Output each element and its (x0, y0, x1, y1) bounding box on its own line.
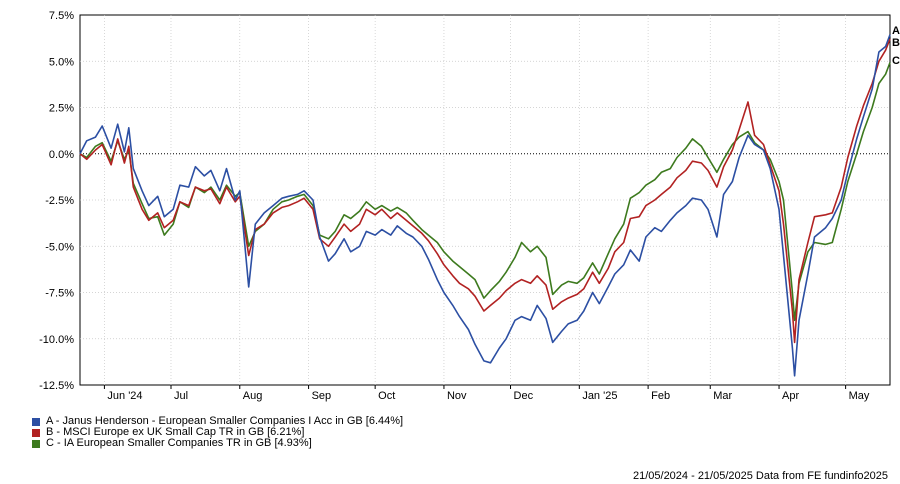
series-line-a (79, 34, 891, 377)
legend: A - Janus Henderson - European Smaller C… (32, 416, 403, 449)
y-tick-label: 5.0% (49, 56, 74, 68)
x-tick-label: Jul (174, 390, 188, 402)
legend-label-c: C - IA European Smaller Companies TR in … (46, 437, 312, 449)
series-lines (79, 34, 891, 377)
x-tick-label: Sep (312, 390, 332, 402)
y-tick-label: -2.5% (45, 195, 74, 207)
legend-label-b: B - MSCI Europe ex UK Small Cap TR in GB… (46, 426, 305, 438)
x-tick-label: Jan '25 (582, 390, 617, 402)
legend-swatch-a (32, 417, 40, 426)
y-tick-label: -7.5% (45, 288, 74, 300)
y-tick-label: -5.0% (45, 241, 74, 253)
legend-item-b: B - MSCI Europe ex UK Small Cap TR in GB… (32, 427, 403, 438)
series-line-b (79, 38, 891, 344)
grid (79, 14, 891, 386)
y-tick-label: -12.5% (39, 380, 74, 392)
legend-item-c: C - IA European Smaller Companies TR in … (32, 438, 403, 449)
x-tick-label: Apr (782, 390, 799, 402)
end-label-b: B (892, 37, 900, 49)
x-tick-label: Oct (378, 390, 395, 402)
x-tick-label: Dec (514, 390, 534, 402)
legend-label-a: A - Janus Henderson - European Smaller C… (46, 415, 404, 427)
y-tick-label: 7.5% (49, 10, 74, 22)
series-line-c (79, 62, 891, 322)
legend-swatch-c (32, 439, 40, 448)
end-label-a: A (892, 25, 900, 37)
series-end-labels: ABC (892, 25, 900, 67)
x-tick-label: Jun '24 (107, 390, 142, 402)
x-tick-label: Nov (447, 390, 467, 402)
legend-item-a: A - Janus Henderson - European Smaller C… (32, 416, 403, 427)
x-tick-label: Mar (713, 390, 732, 402)
x-tick-label: Aug (243, 390, 263, 402)
y-axis: 7.5% 5.0% 2.5% 0.0% -2.5% -5.0% -7.5% -10.0% -12… (39, 10, 74, 392)
y-tick-label: -10.0% (39, 334, 74, 346)
x-tick-label: Feb (651, 390, 670, 402)
end-label-c: C (892, 55, 900, 67)
y-tick-label: 2.5% (49, 103, 74, 115)
x-axis: Jun '24 Jul Aug Sep Oct Nov Dec Jan '25 Feb Mar Ap… (103, 385, 870, 402)
line-chart: 7.5% 5.0% 2.5% 0.0% -2.5% -5.0% -7.5% -10.0% -12… (39, 10, 900, 402)
source-footer: 21/05/2024 - 21/05/2025 Data from FE fun… (632, 470, 888, 482)
y-tick-label: 0.0% (49, 149, 74, 161)
legend-swatch-b (32, 428, 40, 437)
x-tick-label: May (849, 390, 870, 402)
